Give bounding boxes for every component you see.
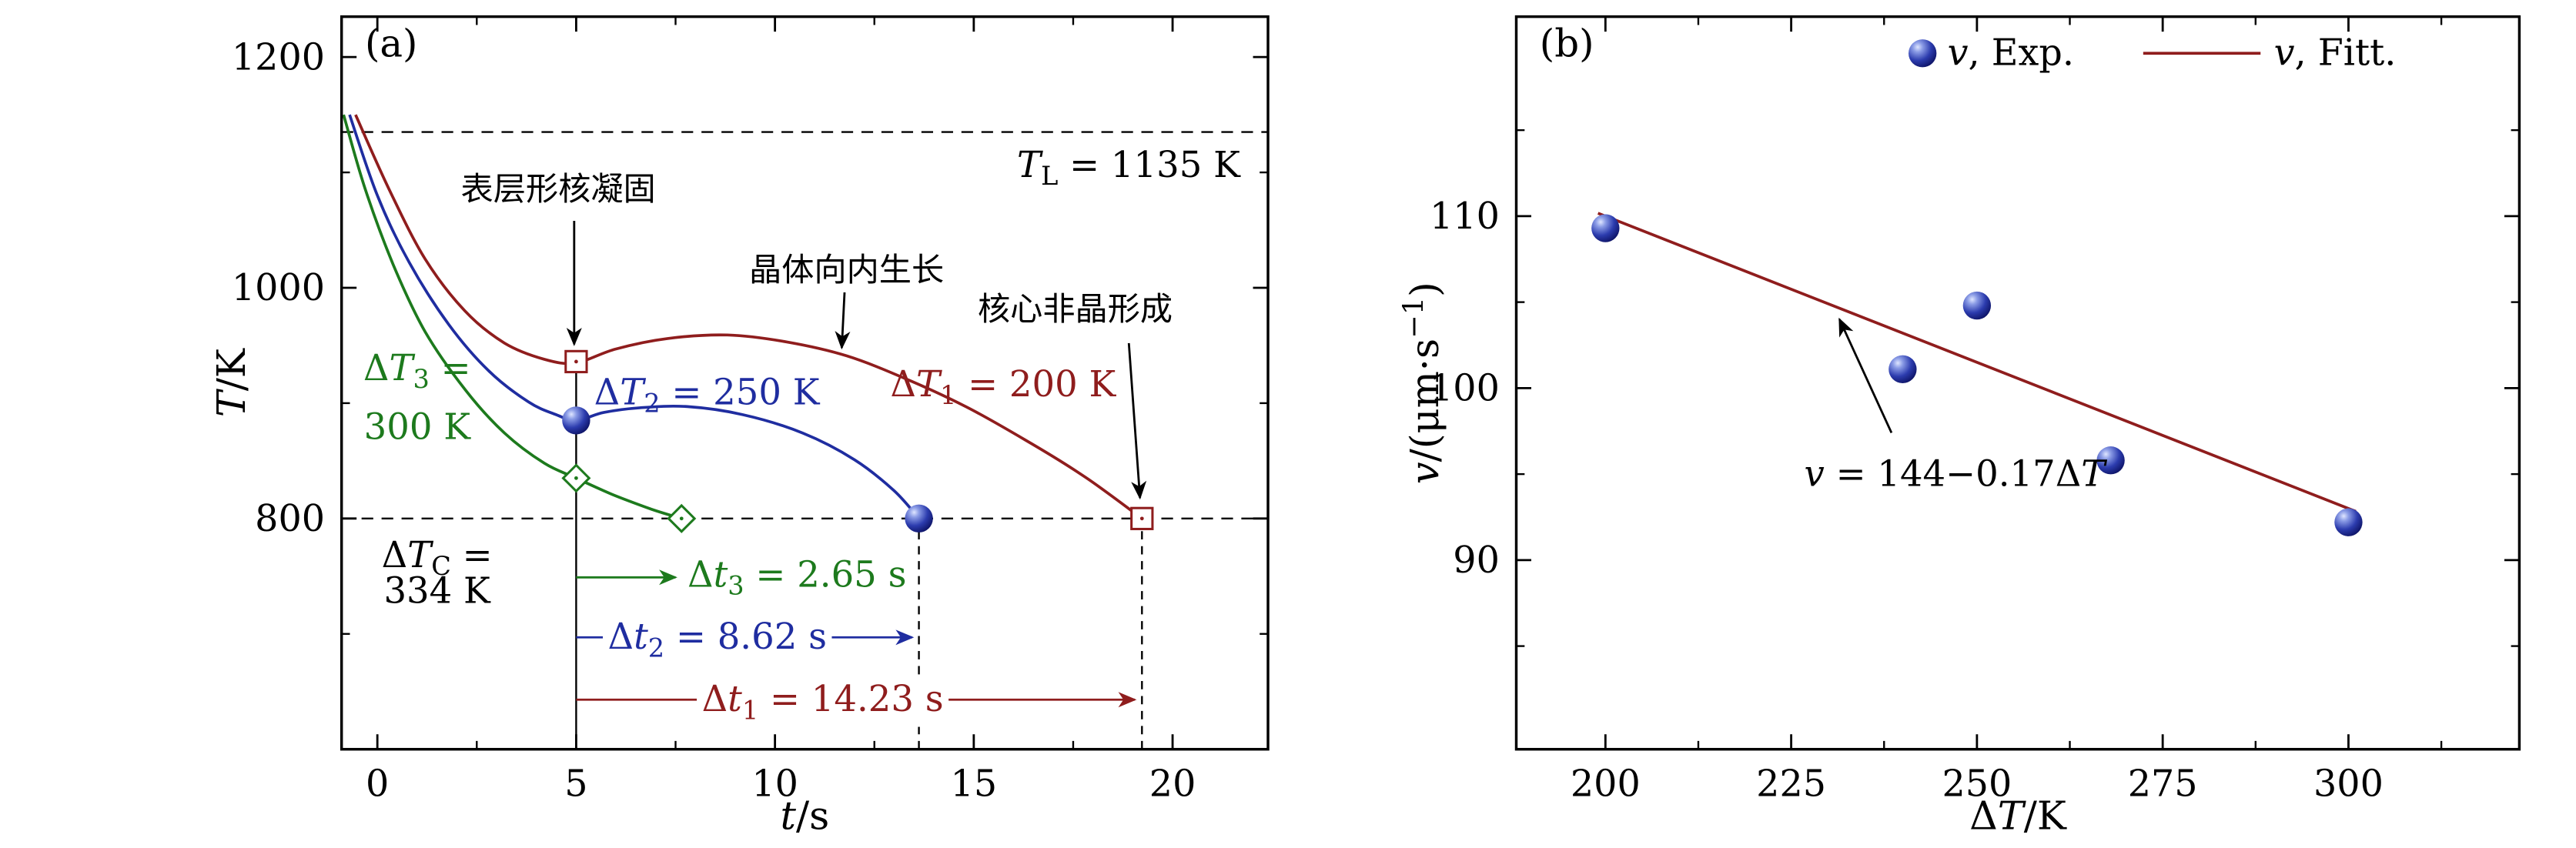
velocity-exp-point-4 — [2334, 508, 2363, 536]
x-tick-label-20: 20 — [1149, 763, 1196, 805]
dt2-time-label-bg — [603, 614, 832, 665]
panel-a: Δt3 = 2.65 s Δt2 = 8.62 s Δt1 = 14.23 s TL … — [209, 15, 1270, 839]
legend-exp-marker — [1909, 39, 1937, 68]
x-tick-label-10: 10 — [751, 763, 798, 805]
x-tick-label-15: 15 — [951, 763, 998, 805]
legend-fit-label: v, Fitt. — [2274, 32, 2397, 74]
velocity-exp-point-0 — [1591, 214, 1620, 242]
critical-undercooling-label-2: 334 K — [383, 569, 491, 611]
axes-frame-b — [1514, 15, 2521, 751]
dt1-time-label-bg — [697, 676, 949, 727]
amorphous-core-label: 核心非晶形成 — [978, 290, 1173, 328]
curve-dt2-250K-marker-1 — [905, 504, 933, 533]
panel-letter-a: (a) — [365, 22, 418, 66]
x-tick-label-225: 225 — [1756, 763, 1826, 805]
fit-equation-label: v = 144−0.17ΔT — [1805, 453, 2108, 495]
x-tick-label-0: 0 — [366, 763, 389, 805]
y-tick-label-90: 90 — [1453, 539, 1500, 582]
surface-nucleation-label: 表层形核凝固 — [461, 170, 656, 208]
liquidus-label: TL = 1135 K — [1017, 144, 1241, 191]
legend-exp-label: v, Exp. — [1948, 32, 2074, 74]
curve-dt1-200K-marker-1-dot — [1139, 516, 1144, 521]
velocity-exp-point-2 — [1962, 291, 1992, 320]
x-tick-label-250: 250 — [1942, 763, 2012, 805]
x-tick-label-300: 300 — [2313, 763, 2384, 805]
velocity-exp-point-1 — [1889, 355, 1917, 383]
amorphous-core-arrow — [1127, 342, 1147, 500]
y-tick-label-800: 800 — [255, 498, 325, 540]
dt3-undercooling-label-2: 300 K — [364, 406, 472, 447]
y-axis-label-b: v/(μm·s−1) — [1397, 282, 1447, 484]
dt3-time-label: Δt3 = 2.65 s — [687, 553, 906, 600]
dt2-undercooling-label: ΔT2 = 250 K — [594, 371, 821, 418]
critical-undercooling-label-1: ΔTC = — [382, 534, 493, 581]
curve-dt3-300K-marker-1-dot — [679, 516, 684, 521]
y-tick-label-100: 100 — [1430, 368, 1500, 410]
inward-growth-arrow — [835, 292, 851, 350]
dt1-undercooling-label: ΔT1 = 200 K — [890, 363, 1116, 410]
velocity-fit — [1597, 212, 2357, 513]
dt2-time-label: Δt2 = 8.62 s — [608, 616, 827, 663]
panel-b: v = 144−0.17ΔT 200 225 250 275 300 90 100 110 ΔT/… — [1397, 15, 2521, 839]
x-axis-label-b: ΔT/K — [1969, 793, 2067, 839]
velocity-exp-point-3 — [2096, 446, 2125, 475]
y-tick-label-1200: 1200 — [232, 36, 325, 78]
y-tick-label-110: 110 — [1430, 195, 1500, 238]
dt1-time-label: Δt1 = 14.23 s — [702, 678, 944, 725]
fit-equation-arrow-arrow — [1838, 317, 1893, 434]
axes-frame-a — [340, 15, 1270, 751]
y-axis-label-a: T/K — [209, 348, 254, 417]
x-tick-label-5: 5 — [564, 763, 587, 805]
dt3-undercooling-label-1: ΔT3 = — [363, 347, 471, 394]
panel-letter-b: (b) — [1540, 22, 1594, 66]
curve-dt3-300K-marker-0-dot — [574, 476, 578, 480]
x-tick-label-275: 275 — [2128, 763, 2198, 805]
x-tick-label-200: 200 — [1571, 763, 1641, 805]
curve-dt1-200K — [354, 114, 1143, 520]
curve-dt1-200K-marker-0-dot — [574, 359, 578, 364]
y-tick-label-1000: 1000 — [232, 267, 325, 309]
inward-growth-label: 晶体向内生长 — [749, 251, 944, 289]
curve-dt2-250K-marker-0 — [562, 406, 590, 435]
curve-dt3-300K — [342, 114, 682, 520]
x-axis-label-a: t/s — [781, 793, 830, 839]
